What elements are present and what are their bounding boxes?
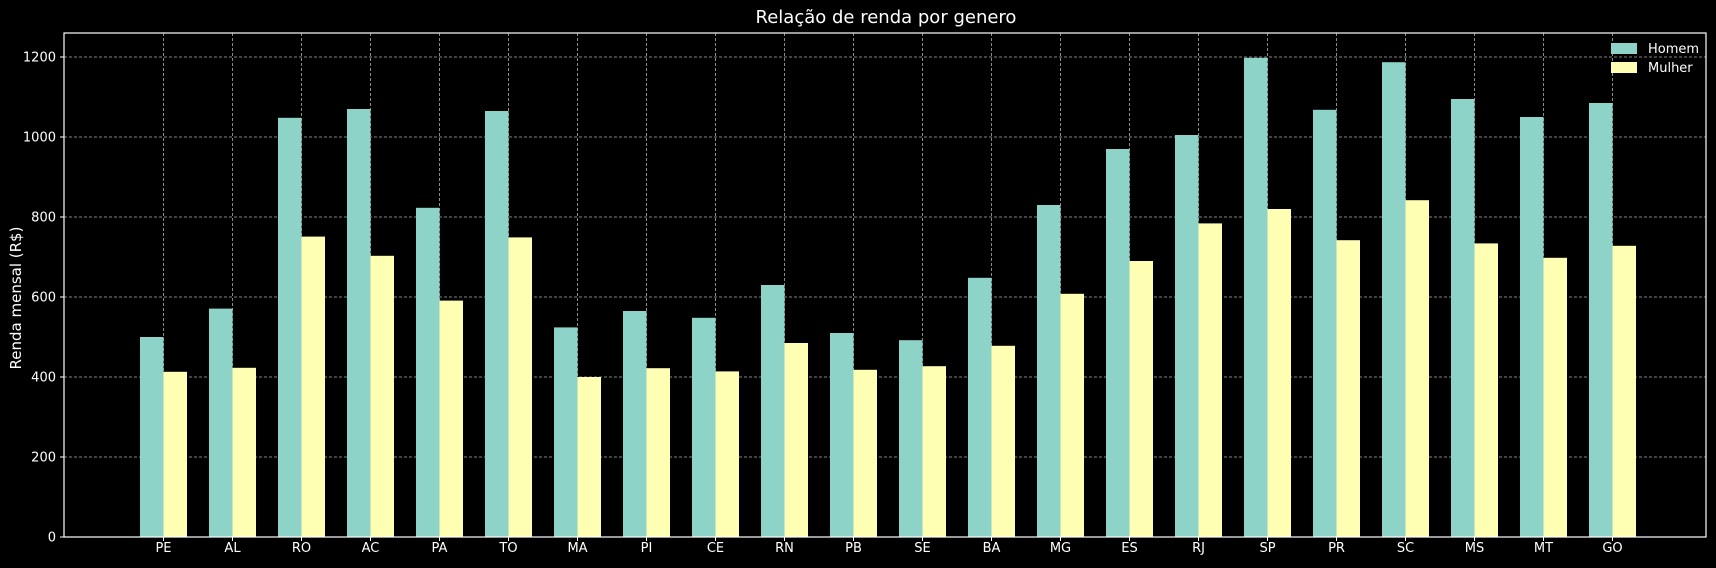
- y-tick-label: 1200: [23, 51, 56, 66]
- legend-label-homem: Homem: [1648, 42, 1699, 57]
- bar-homem-mt: [1520, 117, 1544, 537]
- bar-mulher-ac: [370, 255, 394, 538]
- x-tick-label: RN: [775, 541, 794, 556]
- bar-homem-es: [1106, 149, 1130, 537]
- y-tick-label: 600: [31, 291, 56, 306]
- bar-mulher-ba: [991, 345, 1015, 537]
- y-tick-label: 200: [31, 451, 56, 466]
- legend: Homem Mulher: [1611, 42, 1699, 76]
- bar-homem-ro: [278, 117, 302, 538]
- legend-swatch-homem: [1611, 43, 1637, 54]
- bar-mulher-pe: [163, 371, 187, 537]
- chart-title: Relação de renda por genero: [756, 7, 1017, 28]
- x-tick-label: RJ: [1192, 541, 1205, 556]
- legend-swatch-mulher: [1611, 62, 1637, 73]
- bar-homem-pi: [623, 311, 647, 537]
- x-tick-label: AC: [362, 541, 380, 556]
- bar-homem-ms: [1451, 99, 1475, 537]
- bar-mulher-ms: [1474, 243, 1498, 537]
- bar-mulher-sp: [1267, 209, 1291, 537]
- bar-mulher-se: [922, 366, 946, 537]
- bar-mulher-mt: [1543, 257, 1567, 537]
- bar-homem-al: [209, 308, 233, 537]
- bar-mulher-es: [1129, 261, 1153, 537]
- bar-mulher-sc: [1405, 200, 1429, 537]
- bar-mulher-pr: [1336, 240, 1360, 537]
- bar-mulher-mg: [1060, 293, 1084, 537]
- bar-homem-pr: [1313, 109, 1337, 538]
- bar-homem-go: [1589, 103, 1613, 537]
- bar-mulher-pa: [439, 300, 463, 537]
- bar-mulher-rn: [784, 343, 808, 537]
- x-tick-label: ES: [1121, 541, 1137, 556]
- x-tick-label: GO: [1602, 541, 1622, 556]
- bar-homem-rj: [1175, 135, 1199, 537]
- y-tick-label: 400: [31, 371, 56, 386]
- axes-layer: [63, 32, 1707, 538]
- bar-mulher-ro: [301, 236, 325, 537]
- x-tick-label: PR: [1328, 541, 1345, 556]
- x-tick-labels: PE AL RO AC PA TO MA PI CE RN PB SE BA MG ES RJ SP PR SC MS…: [155, 537, 1623, 556]
- x-tick-label: PE: [155, 541, 171, 556]
- y-tick-label: 0: [48, 531, 56, 546]
- bar-mulher-pi: [646, 368, 670, 537]
- bar-homem-mg: [1037, 205, 1061, 537]
- bar-homem-pa: [416, 207, 440, 538]
- bar-homem-to: [485, 111, 509, 537]
- bar-mulher-al: [232, 367, 256, 537]
- x-tick-label: SP: [1259, 541, 1275, 556]
- bar-homem-pe: [140, 337, 164, 537]
- bar-homem-rn: [761, 285, 785, 537]
- x-tick-label: BA: [983, 541, 1001, 556]
- y-axis-label: Renda mensal (R$): [7, 227, 25, 370]
- x-tick-label: MG: [1050, 541, 1071, 556]
- bar-homem-pb: [830, 333, 854, 537]
- bar-homem-ce: [692, 317, 716, 537]
- y-tick-label: 800: [31, 211, 56, 226]
- x-tick-label: MS: [1465, 541, 1484, 556]
- bar-homem-se: [899, 340, 923, 537]
- bar-homem-ba: [968, 277, 992, 537]
- bar-mulher-ce: [715, 371, 739, 537]
- x-tick-label: SC: [1397, 541, 1414, 556]
- x-tick-label: CE: [707, 541, 724, 556]
- x-tick-label: PB: [845, 541, 862, 556]
- bars-layer: [140, 57, 1636, 538]
- bar-mulher-rj: [1198, 223, 1222, 537]
- plot-frame: [63, 32, 1707, 538]
- x-tick-label: PI: [641, 541, 653, 556]
- bar-mulher-pb: [853, 369, 877, 537]
- legend-label-mulher: Mulher: [1648, 61, 1693, 76]
- y-tick-labels: 0 200 400 600 800 1000 1200: [23, 51, 64, 546]
- bar-mulher-to: [508, 237, 532, 537]
- x-tick-label: PA: [432, 541, 448, 556]
- x-tick-label: RO: [292, 541, 311, 556]
- bar-mulher-ma: [577, 377, 601, 537]
- y-tick-label: 1000: [23, 131, 56, 146]
- bar-homem-sc: [1382, 62, 1406, 537]
- x-tick-label: AL: [224, 541, 241, 556]
- x-tick-label: MT: [1534, 541, 1553, 556]
- bar-homem-ac: [347, 109, 371, 537]
- bar-homem-sp: [1244, 57, 1268, 538]
- x-tick-label: TO: [498, 541, 517, 556]
- bar-homem-ma: [554, 327, 578, 537]
- x-tick-label: SE: [914, 541, 930, 556]
- bar-mulher-go: [1612, 245, 1636, 538]
- x-tick-label: MA: [567, 541, 587, 556]
